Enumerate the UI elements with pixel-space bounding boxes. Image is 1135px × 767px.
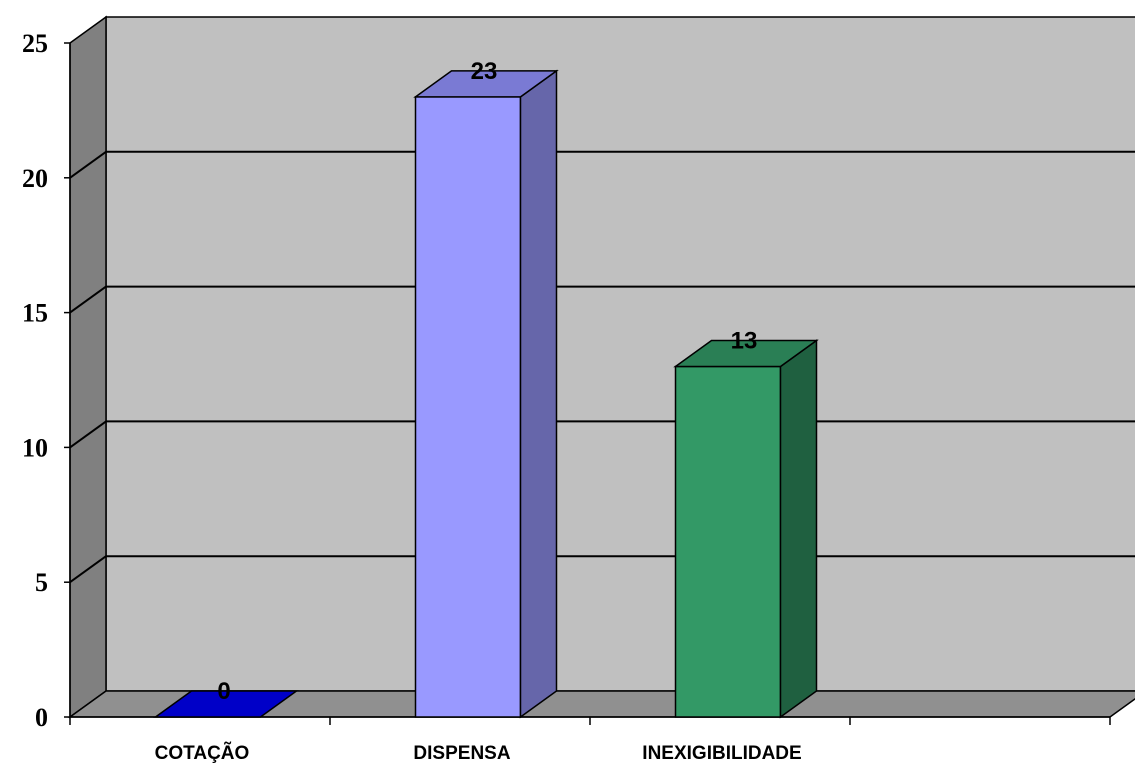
gridline-side	[69, 555, 107, 584]
gridline-side	[69, 150, 107, 179]
bar-top	[673, 339, 819, 368]
data-label: 0	[217, 678, 230, 705]
back-wall	[105, 16, 1135, 692]
bar-front	[674, 365, 782, 718]
data-label: 23	[471, 58, 498, 85]
x-tick-label: DISPENSA	[413, 743, 510, 764]
bar-side	[519, 69, 558, 719]
y-tick-label: 10	[22, 433, 48, 462]
bar-top	[413, 70, 559, 98]
x-tick-label: INEXIGIBILIDADE	[642, 743, 801, 764]
gridline-side	[69, 420, 107, 449]
gridline-side	[69, 285, 107, 314]
y-tick-label: 15	[22, 299, 48, 328]
y-tick-label: 5	[35, 568, 48, 597]
side-wall	[69, 15, 107, 719]
bar-side	[779, 339, 818, 719]
bar-front	[414, 96, 522, 718]
data-label: 13	[731, 328, 758, 355]
y-tick-label: 20	[22, 164, 48, 193]
bar-top	[153, 690, 299, 718]
y-tick-label: 25	[22, 29, 48, 58]
y-tick-label: 0	[35, 703, 48, 732]
x-tick-label: COTAÇÃO	[155, 742, 250, 764]
